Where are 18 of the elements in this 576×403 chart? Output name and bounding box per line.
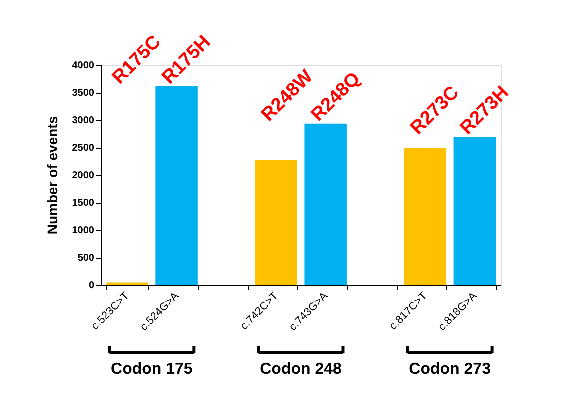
y-tick-label: 500	[78, 253, 95, 264]
bar	[454, 137, 496, 285]
y-axis-title: Number of events	[44, 116, 60, 235]
text: Codon 273	[409, 361, 492, 378]
y-tick-label: 0	[88, 280, 95, 292]
bar	[156, 86, 198, 285]
y-tick-label: 3000	[72, 116, 95, 126]
bar	[404, 148, 446, 285]
y-tick-label: 4000	[72, 60, 95, 72]
bar	[255, 160, 298, 285]
y-tick-label: 3500	[72, 88, 95, 99]
text: Codon 248	[260, 361, 342, 378]
bar	[304, 124, 347, 285]
y-tick-label: 1000	[72, 226, 95, 236]
text: Codon 175	[111, 361, 193, 378]
y-tick-label: 2000	[72, 170, 95, 182]
y-tick-label: 2500	[72, 143, 95, 154]
y-tick-label: 1500	[72, 198, 95, 209]
